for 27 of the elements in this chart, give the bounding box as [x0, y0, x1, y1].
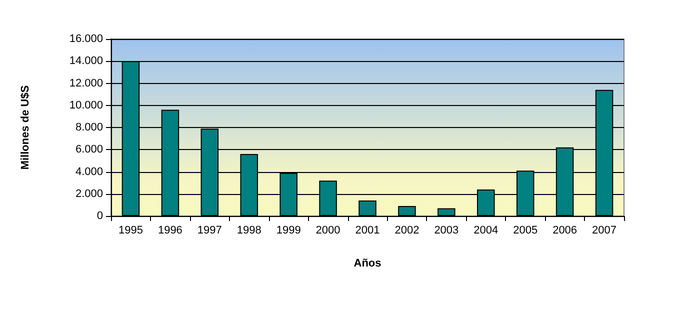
x-tick-label: 2000 [316, 224, 340, 236]
x-tick-label: 1997 [197, 224, 222, 236]
y-tick-label: 14.000 [69, 55, 103, 68]
x-tick-label: 2001 [355, 224, 380, 236]
y-tick-label: 12.000 [69, 77, 103, 90]
x-axis-title: Años [354, 258, 382, 270]
x-tick-label: 2003 [434, 224, 459, 236]
y-tick-label: 4.000 [75, 166, 103, 178]
y-tick-label: 6.000 [75, 144, 103, 156]
y-tick-label: 8.000 [75, 122, 103, 134]
x-tick-label: 2005 [513, 224, 538, 236]
x-tick-label: 2002 [394, 224, 420, 236]
x-tick-label: 2006 [552, 224, 578, 236]
x-tick-label: 1999 [276, 224, 301, 236]
y-tick-label: 0 [96, 210, 103, 222]
x-tick-label: 2004 [474, 224, 498, 236]
x-tick-label: 1998 [236, 224, 262, 236]
y-tick-label: 16.000 [69, 33, 103, 45]
bar [438, 208, 456, 216]
x-tick-label: 1996 [158, 224, 182, 236]
bar [398, 206, 416, 216]
bar [358, 200, 376, 216]
x-tick-label: 1995 [118, 224, 143, 236]
x-tick-label: 2007 [592, 224, 617, 236]
y-tick-label: 10.000 [69, 99, 103, 112]
y-tick-label: 2.000 [75, 188, 103, 200]
y-axis-title: Millones de U$S [20, 85, 32, 170]
